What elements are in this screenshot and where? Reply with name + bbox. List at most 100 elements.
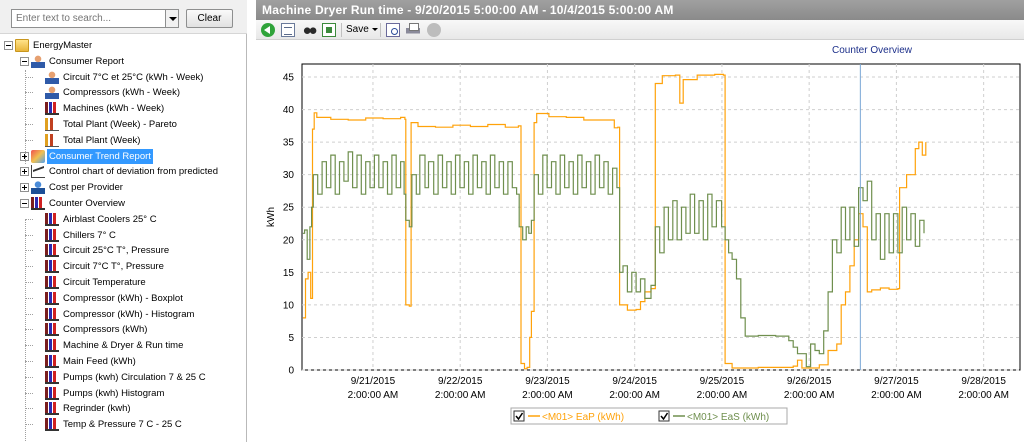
tree-node-consumer-trend[interactable]: Consumer Trend Report <box>0 149 240 164</box>
tree-node-counter-item[interactable]: Machine & Dryer & Run time <box>0 338 240 353</box>
tree-connector <box>25 282 33 283</box>
tree-connector <box>25 393 33 394</box>
save-dropdown-button[interactable]: Save <box>346 23 378 37</box>
tree-node-label: Circuit 25°C T°, Pressure <box>63 245 170 256</box>
tree-node-counter-item[interactable]: Airblast Coolers 25° C <box>0 212 240 227</box>
report-title-bar: Machine Dryer Run time - 9/20/2015 5:00:… <box>256 0 1024 20</box>
tree-node-consumer-report[interactable]: Consumer Report <box>0 54 240 69</box>
tree-node-label: Pumps (kwh) Histogram <box>63 388 165 399</box>
tree-node-label: Regrinder (kwh) <box>63 403 131 414</box>
y-tick-label: 35 <box>283 138 295 149</box>
tree-node-consumer-report-item[interactable]: Compressors (kWh - Week) <box>0 85 240 100</box>
tree-connector <box>25 314 33 315</box>
control-icon <box>31 165 45 178</box>
x-tick-time-label: 2:00:00 AM <box>609 390 660 401</box>
tree-node-cost-per-provider[interactable]: Cost per Provider <box>0 180 240 195</box>
x-tick-date-label: 9/27/2015 <box>874 376 919 387</box>
checkmark-icon <box>515 412 524 421</box>
y-tick-label: 45 <box>283 73 295 84</box>
bar-icon <box>45 339 59 352</box>
tree-connector <box>25 298 33 299</box>
y-tick-label: 0 <box>288 366 294 377</box>
bar-icon <box>45 323 59 336</box>
collapse-icon[interactable] <box>4 41 13 50</box>
x-tick-date-label: 9/23/2015 <box>525 376 570 387</box>
find-icon[interactable] <box>303 23 317 37</box>
expand-icon[interactable] <box>20 183 29 192</box>
tree-node-consumer-report-item[interactable]: Circuit 7°C et 25°C (kWh - Week) <box>0 70 240 85</box>
tree-node-counter-item[interactable]: Circuit 7°C T°, Pressure <box>0 259 240 274</box>
tree-node-consumer-report-item[interactable]: Machines (kWh - Week) <box>0 101 240 116</box>
tree-node-label: Consumer Trend Report <box>47 149 153 164</box>
tree-node-consumer-report-item[interactable]: Total Plant (Week) - Pareto <box>0 117 240 132</box>
document-map-icon[interactable] <box>281 23 295 37</box>
x-tick-date-label: 9/25/2015 <box>700 376 745 387</box>
report-toolbar: Save <box>256 20 1024 40</box>
tree-node-counter-item[interactable]: Pumps (kwh) Circulation 7 & 25 C <box>0 370 240 385</box>
x-tick-time-label: 2:00:00 AM <box>697 390 748 401</box>
y-tick-label: 25 <box>283 203 295 214</box>
help-icon[interactable] <box>427 23 441 37</box>
tree-node-label: Chillers 7° C <box>63 230 116 241</box>
tree-connector <box>25 250 33 251</box>
search-dropdown-button[interactable] <box>165 9 179 28</box>
search-bar: Clear <box>0 0 247 34</box>
y-tick-label: 5 <box>288 333 294 344</box>
tree-connector <box>25 345 33 346</box>
bar-icon <box>45 418 59 431</box>
tree-connector <box>25 361 33 362</box>
tree-connector <box>25 219 26 441</box>
print-preview-icon[interactable] <box>386 23 400 37</box>
tree-node-counter-overview[interactable]: Counter Overview <box>0 196 240 211</box>
tree-connector <box>25 219 33 220</box>
clear-button[interactable]: Clear <box>186 9 233 28</box>
tree-node-label: Circuit Temperature <box>63 277 146 288</box>
search-input[interactable] <box>11 9 166 28</box>
export-icon[interactable] <box>322 23 336 37</box>
print-icon[interactable] <box>406 23 420 37</box>
legend-checkbox[interactable] <box>658 410 670 422</box>
x-tick-time-label: 2:00:00 AM <box>348 390 399 401</box>
tree-node-counter-item[interactable]: Regrinder (kwh) <box>0 401 240 416</box>
legend-series-label: <M01> EaP (kWh) <box>542 412 624 423</box>
bar-icon <box>45 308 59 321</box>
bar-icon <box>45 102 59 115</box>
collapse-icon[interactable] <box>20 199 29 208</box>
tree-node-label: Control chart of deviation from predicte… <box>49 166 218 177</box>
tree-node-label: Machines (kWh - Week) <box>63 103 165 114</box>
trend-icon <box>31 150 45 163</box>
tree-node-counter-item[interactable]: Temp & Pressure 7 C - 25 C <box>0 417 240 432</box>
tree-node-counter-item[interactable]: Compressors (kWh) <box>0 322 240 337</box>
x-tick-date-label: 9/26/2015 <box>787 376 832 387</box>
tree-node-counter-item[interactable]: Circuit Temperature <box>0 275 240 290</box>
x-tick-time-label: 2:00:00 AM <box>522 390 573 401</box>
tree-node-consumer-report-item[interactable]: Total Plant (Week) <box>0 133 240 148</box>
bar-icon <box>45 276 59 289</box>
tree-node-counter-item[interactable]: Main Feed (kWh) <box>0 354 240 369</box>
tree-node-counter-item[interactable]: Pumps (kwh) Histogram <box>0 386 240 401</box>
bar-icon <box>45 213 59 226</box>
navigation-pane: Clear EnergyMaster Consumer Report Circuit… <box>0 0 247 442</box>
tree-node-root[interactable]: EnergyMaster <box>0 38 240 53</box>
collapse-icon[interactable] <box>20 57 29 66</box>
tree-connector <box>25 77 33 78</box>
legend-checkbox[interactable] <box>513 410 525 422</box>
back-icon[interactable] <box>261 23 275 37</box>
expand-icon[interactable] <box>20 167 29 176</box>
tree-node-counter-item[interactable]: Chillers 7° C <box>0 228 240 243</box>
tree-connector <box>25 124 33 125</box>
tree-node-counter-item[interactable]: Compressor (kWh) - Histogram <box>0 307 240 322</box>
y-tick-label: 20 <box>283 235 295 246</box>
bar-icon <box>45 371 59 384</box>
pareto-icon <box>45 134 59 147</box>
tree-node-control-chart[interactable]: Control chart of deviation from predicte… <box>0 164 240 179</box>
y-tick-label: 10 <box>283 300 295 311</box>
tree-node-label: Circuit 7°C et 25°C (kWh - Week) <box>63 72 204 83</box>
bar-icon <box>45 387 59 400</box>
tree-node-label: Machine & Dryer & Run time <box>63 340 184 351</box>
expand-icon[interactable] <box>20 152 29 161</box>
plot-area <box>301 63 1021 371</box>
x-tick-date-label: 9/28/2015 <box>961 376 1006 387</box>
tree-node-counter-item[interactable]: Compressor (kWh) - Boxplot <box>0 291 240 306</box>
tree-node-counter-item[interactable]: Circuit 25°C T°, Pressure <box>0 243 240 258</box>
